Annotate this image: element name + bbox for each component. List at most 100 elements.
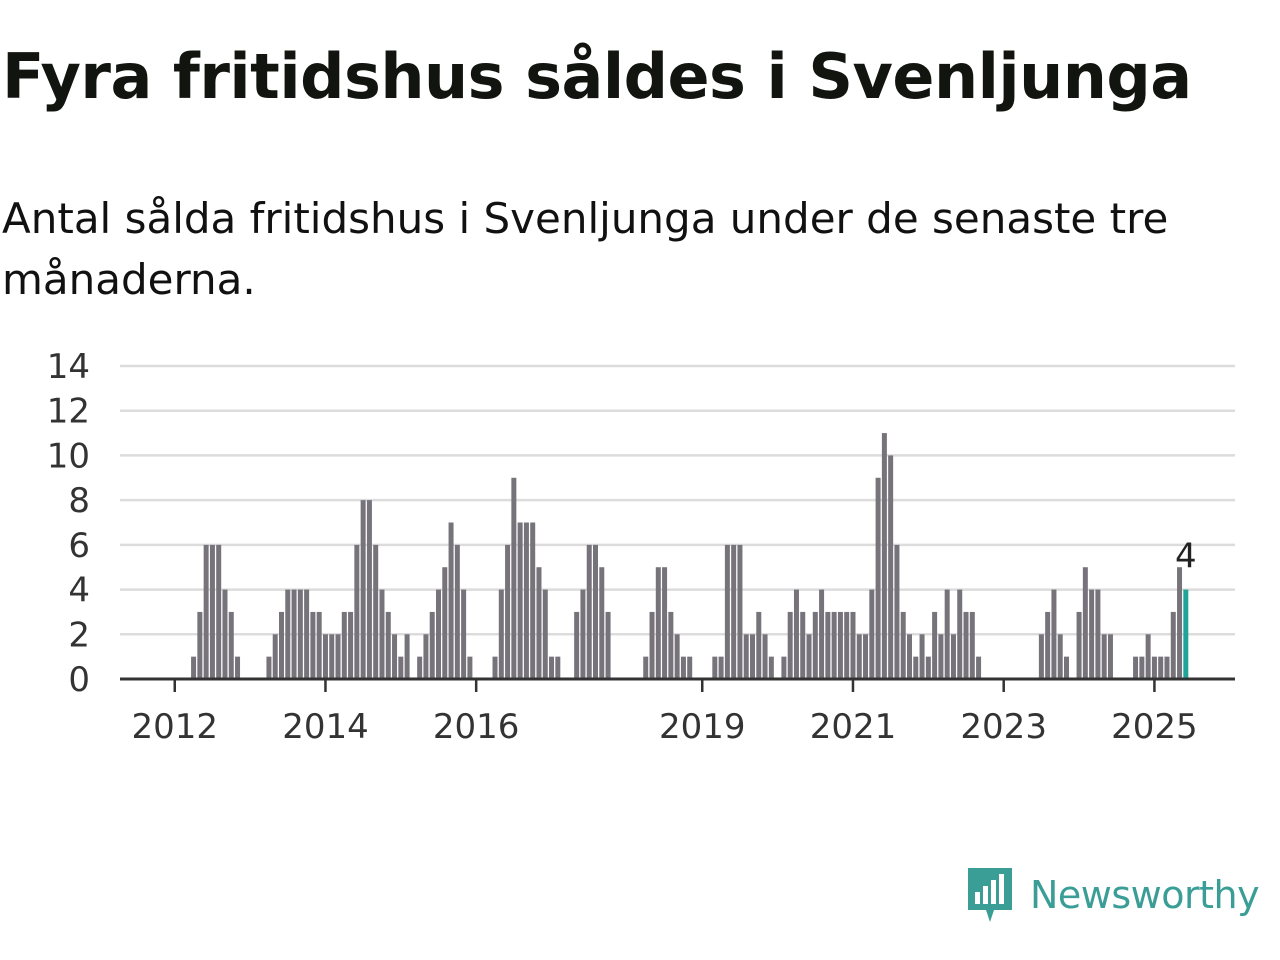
- bar[interactable]: [768, 656, 774, 679]
- bar[interactable]: [209, 544, 215, 679]
- bar[interactable]: [492, 656, 498, 679]
- bar[interactable]: [863, 634, 869, 679]
- bar[interactable]: [850, 611, 856, 679]
- bar[interactable]: [1064, 656, 1069, 679]
- bar[interactable]: [580, 589, 586, 679]
- bar[interactable]: [498, 589, 504, 679]
- bar[interactable]: [881, 433, 887, 679]
- bar[interactable]: [1170, 611, 1176, 679]
- bar[interactable]: [800, 611, 806, 679]
- bar[interactable]: [806, 634, 812, 679]
- bar[interactable]: [662, 567, 668, 679]
- bar[interactable]: [310, 611, 316, 679]
- bar[interactable]: [969, 611, 975, 679]
- bar[interactable]: [555, 656, 561, 679]
- bar[interactable]: [907, 634, 912, 679]
- bar[interactable]: [467, 656, 473, 679]
- bar[interactable]: [1133, 656, 1139, 679]
- bar[interactable]: [655, 567, 661, 679]
- bar[interactable]: [304, 589, 310, 679]
- bar[interactable]: [574, 611, 580, 679]
- bar[interactable]: [762, 634, 768, 679]
- bar[interactable]: [505, 544, 511, 679]
- bar[interactable]: [925, 656, 931, 679]
- bar[interactable]: [976, 656, 982, 679]
- bar[interactable]: [919, 634, 925, 679]
- bar[interactable]: [536, 567, 542, 679]
- bar[interactable]: [649, 611, 655, 679]
- bar[interactable]: [718, 656, 724, 679]
- bar[interactable]: [932, 611, 938, 679]
- bar[interactable]: [894, 544, 900, 679]
- bar[interactable]: [366, 500, 372, 679]
- bar[interactable]: [957, 589, 963, 679]
- bar[interactable]: [461, 589, 467, 679]
- bar[interactable]: [1151, 656, 1157, 679]
- bar[interactable]: [203, 544, 209, 679]
- bar[interactable]: [831, 611, 837, 679]
- bar[interactable]: [586, 544, 592, 679]
- bar[interactable]: [743, 634, 749, 679]
- bar[interactable]: [228, 611, 234, 679]
- bar[interactable]: [888, 455, 894, 679]
- bar[interactable]: [530, 522, 536, 680]
- bar[interactable]: [599, 567, 605, 679]
- bar[interactable]: [417, 656, 423, 679]
- bar[interactable]: [549, 656, 555, 679]
- bar[interactable]: [900, 611, 906, 679]
- bar[interactable]: [963, 611, 969, 679]
- bar[interactable]: [844, 611, 850, 679]
- bar[interactable]: [687, 656, 693, 679]
- bar[interactable]: [436, 589, 441, 679]
- bar[interactable]: [856, 634, 862, 679]
- bar[interactable]: [1145, 634, 1151, 679]
- bar[interactable]: [523, 522, 529, 680]
- bar[interactable]: [812, 611, 818, 679]
- bar[interactable]: [1158, 656, 1164, 679]
- bar[interactable]: [360, 500, 366, 679]
- bar[interactable]: [216, 544, 222, 679]
- bar[interactable]: [1089, 589, 1095, 679]
- bar[interactable]: [322, 634, 328, 679]
- bar[interactable]: [392, 634, 398, 679]
- bar[interactable]: [674, 634, 680, 679]
- bar[interactable]: [593, 544, 598, 679]
- bar[interactable]: [737, 544, 743, 679]
- bar[interactable]: [750, 634, 755, 679]
- bar[interactable]: [222, 589, 228, 679]
- bar[interactable]: [316, 611, 322, 679]
- bar[interactable]: [329, 634, 335, 679]
- bar[interactable]: [341, 611, 347, 679]
- bar[interactable]: [1045, 611, 1051, 679]
- bar[interactable]: [819, 589, 825, 679]
- bar[interactable]: [348, 611, 354, 679]
- bar[interactable]: [605, 611, 611, 679]
- bar[interactable]: [373, 544, 379, 679]
- bar[interactable]: [266, 656, 272, 679]
- bar[interactable]: [423, 634, 429, 679]
- bar[interactable]: [379, 589, 385, 679]
- bar[interactable]: [542, 589, 548, 679]
- bar[interactable]: [869, 589, 875, 679]
- bar[interactable]: [680, 656, 686, 679]
- bar[interactable]: [442, 567, 448, 679]
- bar[interactable]: [335, 634, 341, 679]
- bar[interactable]: [1095, 589, 1101, 679]
- bar[interactable]: [235, 656, 241, 679]
- bar[interactable]: [1051, 589, 1057, 679]
- newsworthy-logo[interactable]: Newsworthy: [964, 862, 1260, 928]
- bar[interactable]: [668, 611, 674, 679]
- bar[interactable]: [1038, 634, 1044, 679]
- bar[interactable]: [1057, 634, 1063, 679]
- bar[interactable]: [197, 611, 203, 679]
- bar[interactable]: [1164, 656, 1170, 679]
- bar[interactable]: [354, 544, 360, 679]
- bar[interactable]: [1177, 567, 1183, 679]
- bar[interactable]: [950, 634, 956, 679]
- bar[interactable]: [1139, 656, 1145, 679]
- bar[interactable]: [756, 611, 762, 679]
- bar[interactable]: [448, 522, 454, 680]
- bar[interactable]: [1082, 567, 1088, 679]
- bar[interactable]: [781, 656, 787, 679]
- bar[interactable]: [1183, 589, 1189, 679]
